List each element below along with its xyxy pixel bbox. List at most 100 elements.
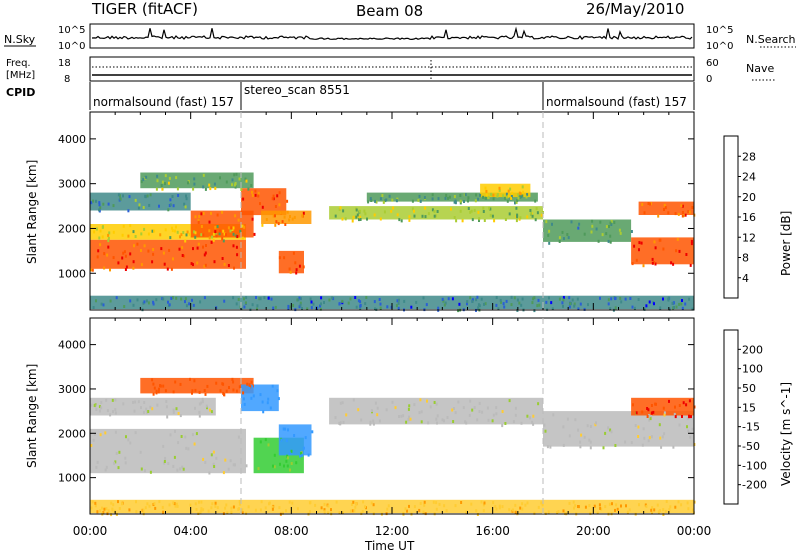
power-speckle-617 xyxy=(425,303,428,307)
power-speckle-393 xyxy=(467,199,469,203)
velocity-speckle-309 xyxy=(544,429,547,433)
velocity-speckle-283 xyxy=(413,403,416,407)
velocity-speckle-339 xyxy=(580,433,583,437)
velocity-speckle-302 xyxy=(589,425,592,428)
power-speckle-324 xyxy=(504,218,507,221)
velocity-speckle-158 xyxy=(285,459,288,463)
power-speckle-443 xyxy=(496,193,499,197)
velocity-speckle-5 xyxy=(177,441,180,445)
velocity-speckle-43 xyxy=(134,431,137,435)
velocity-speckle-265 xyxy=(501,410,504,413)
power-speckle-722 xyxy=(102,303,105,307)
power-speckle-582 xyxy=(235,302,238,306)
velocity-speckle-127 xyxy=(164,389,167,393)
power-colorbar-label-28: 28 xyxy=(742,150,756,163)
power-speckle-695 xyxy=(688,297,691,301)
velocity-speckle-159 xyxy=(267,443,270,447)
velocity-speckle-525 xyxy=(225,503,228,507)
power-speckle-73 xyxy=(101,235,104,239)
velocity-speckle-563 xyxy=(653,508,656,512)
power-speckle-226 xyxy=(198,215,201,218)
power-speckle-612 xyxy=(659,306,662,310)
power-colorbar-label-24: 24 xyxy=(742,171,756,184)
power-speckle-749 xyxy=(546,307,549,311)
power-speckle-534 xyxy=(681,214,684,218)
power-speckle-697 xyxy=(671,301,674,305)
velocity-speckle-237 xyxy=(372,419,375,423)
velocity-speckle-7 xyxy=(93,432,96,436)
power-speckle-310 xyxy=(516,213,519,217)
velocity-speckle-134 xyxy=(153,386,156,390)
power-speckle-255 xyxy=(274,214,276,218)
power-speckle-47 xyxy=(121,256,124,260)
velocity-ytick-label-2000: 2000 xyxy=(58,427,86,440)
velocity-speckle-62 xyxy=(149,470,152,474)
power-speckle-129 xyxy=(127,209,130,213)
power-speckle-363 xyxy=(364,212,367,216)
velocity-speckle-606 xyxy=(158,500,161,504)
power-speckle-766 xyxy=(422,296,425,300)
power-speckle-96 xyxy=(171,229,174,233)
velocity-speckle-217 xyxy=(419,398,422,402)
power-speckle-525 xyxy=(641,203,644,206)
velocity-speckle-501 xyxy=(498,506,501,510)
power-speckle-623 xyxy=(466,302,468,306)
power-speckle-421 xyxy=(445,194,448,197)
velocity-speckle-610 xyxy=(435,507,438,511)
velocity-speckle-451 xyxy=(254,508,257,512)
power-speckle-208 xyxy=(155,187,158,191)
velocity-speckle-447 xyxy=(521,507,524,511)
power-speckle-526 xyxy=(663,203,666,207)
power-speckle-213 xyxy=(214,230,217,234)
velocity-speckle-521 xyxy=(419,501,422,505)
power-speckle-708 xyxy=(495,296,498,299)
velocity-speckle-291 xyxy=(643,436,646,440)
power-speckle-639 xyxy=(152,302,155,306)
velocity-speckle-479 xyxy=(541,503,544,507)
power-speckle-474 xyxy=(577,226,580,230)
velocity-speckle-466 xyxy=(616,507,619,511)
power-speckle-567 xyxy=(237,298,240,301)
power-speckle-66 xyxy=(95,227,98,231)
power-speckle-2 xyxy=(213,260,216,264)
velocity-colorbar-label-4: 15 xyxy=(742,401,756,414)
velocity-speckle-569 xyxy=(121,502,123,506)
velocity-speckle-273 xyxy=(487,418,490,422)
power-speckle-338 xyxy=(467,207,470,210)
power-speckle-496 xyxy=(676,237,679,241)
velocity-speckle-424 xyxy=(406,509,408,513)
power-speckle-586 xyxy=(680,302,683,306)
power-region-13 xyxy=(631,237,694,265)
velocity-speckle-317 xyxy=(630,441,633,445)
velocity-speckle-166 xyxy=(290,449,293,453)
power-speckle-157 xyxy=(122,194,124,198)
power-speckle-17 xyxy=(124,254,127,258)
power-speckle-702 xyxy=(242,297,245,301)
velocity-speckle-348 xyxy=(614,444,617,447)
power-ytick-label-3000: 3000 xyxy=(58,178,86,191)
velocity-speckle-548 xyxy=(94,501,97,505)
power-speckle-638 xyxy=(609,307,612,311)
velocity-speckle-504 xyxy=(438,502,441,506)
power-speckle-725 xyxy=(267,296,270,300)
power-speckle-477 xyxy=(597,239,600,243)
velocity-speckle-167 xyxy=(257,467,260,471)
power-speckle-336 xyxy=(413,214,416,218)
velocity-speckle-535 xyxy=(556,511,559,514)
power-speckle-707 xyxy=(168,303,171,307)
power-speckle-503 xyxy=(654,246,657,250)
velocity-speckle-320 xyxy=(660,445,663,449)
velocity-speckle-513 xyxy=(338,511,341,515)
velocity-speckle-113 xyxy=(225,389,228,393)
power-speckle-246 xyxy=(278,203,281,207)
power-speckle-514 xyxy=(678,249,681,253)
velocity-speckle-477 xyxy=(238,500,241,503)
velocity-speckle-229 xyxy=(491,419,494,423)
velocity-speckle-13 xyxy=(104,431,107,435)
power-speckle-640 xyxy=(447,297,450,301)
power-speckle-536 xyxy=(684,213,687,217)
velocity-speckle-592 xyxy=(268,502,270,506)
velocity-speckle-224 xyxy=(435,402,438,406)
velocity-speckle-218 xyxy=(469,399,472,403)
velocity-speckle-188 xyxy=(285,439,288,443)
